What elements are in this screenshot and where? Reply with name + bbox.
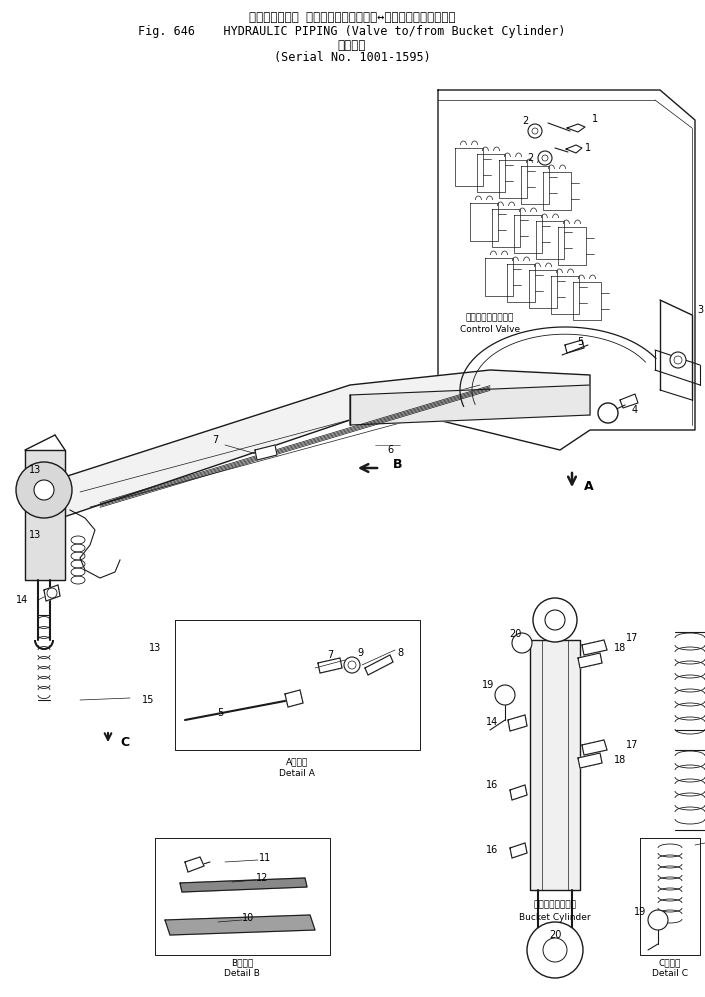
Circle shape bbox=[542, 155, 548, 161]
Circle shape bbox=[538, 151, 552, 165]
Text: Detail A: Detail A bbox=[279, 769, 315, 778]
Text: 18: 18 bbox=[614, 755, 626, 765]
Text: 8: 8 bbox=[397, 648, 403, 658]
Polygon shape bbox=[25, 450, 65, 580]
Text: B: B bbox=[393, 458, 403, 471]
Text: 13: 13 bbox=[29, 530, 41, 540]
Circle shape bbox=[543, 938, 567, 962]
Text: 15: 15 bbox=[142, 695, 154, 705]
Circle shape bbox=[34, 480, 54, 500]
Text: 適用号機: 適用号機 bbox=[338, 40, 367, 53]
Circle shape bbox=[495, 685, 515, 705]
Circle shape bbox=[528, 124, 542, 138]
Text: ハイドロリック パイピング　バルブ　↔　バケット　シリンダ: ハイドロリック パイピング バルブ ↔ バケット シリンダ bbox=[249, 12, 455, 25]
Text: 15: 15 bbox=[704, 885, 705, 895]
Polygon shape bbox=[180, 878, 307, 892]
Polygon shape bbox=[582, 640, 607, 655]
Circle shape bbox=[16, 462, 72, 518]
Text: バケットシリンダ: バケットシリンダ bbox=[534, 900, 577, 909]
Circle shape bbox=[533, 598, 577, 642]
Text: 11: 11 bbox=[259, 853, 271, 863]
Text: 14: 14 bbox=[486, 717, 498, 727]
Text: コントロールバルブ: コントロールバルブ bbox=[466, 313, 514, 322]
Text: B　詳細: B 詳細 bbox=[231, 958, 253, 967]
Text: 19: 19 bbox=[482, 680, 494, 690]
Text: 5: 5 bbox=[217, 708, 223, 718]
Text: 18: 18 bbox=[614, 643, 626, 653]
Text: Detail B: Detail B bbox=[224, 969, 260, 978]
Text: 17: 17 bbox=[626, 740, 638, 750]
Circle shape bbox=[674, 356, 682, 364]
Polygon shape bbox=[510, 785, 527, 800]
Polygon shape bbox=[44, 585, 60, 601]
Text: 19: 19 bbox=[634, 907, 646, 917]
Circle shape bbox=[512, 633, 532, 653]
Circle shape bbox=[348, 661, 356, 669]
Text: 7: 7 bbox=[327, 650, 333, 660]
Text: 16: 16 bbox=[486, 780, 498, 790]
Polygon shape bbox=[318, 658, 342, 673]
Text: 13: 13 bbox=[704, 835, 705, 845]
Circle shape bbox=[527, 922, 583, 978]
Text: 3: 3 bbox=[697, 305, 703, 315]
Text: C　詳細: C 詳細 bbox=[658, 958, 681, 967]
Circle shape bbox=[47, 588, 57, 598]
Text: 5: 5 bbox=[577, 337, 583, 347]
Polygon shape bbox=[565, 340, 584, 353]
Text: A: A bbox=[584, 481, 594, 494]
Circle shape bbox=[532, 128, 538, 134]
Polygon shape bbox=[530, 640, 580, 890]
Polygon shape bbox=[165, 915, 315, 935]
Text: 10: 10 bbox=[242, 913, 254, 923]
Text: 2: 2 bbox=[522, 116, 528, 126]
Text: 6: 6 bbox=[387, 445, 393, 455]
Polygon shape bbox=[285, 690, 303, 707]
Text: 13: 13 bbox=[29, 465, 41, 475]
Text: Detail C: Detail C bbox=[652, 969, 688, 978]
Text: 4: 4 bbox=[632, 405, 638, 415]
Text: 1: 1 bbox=[585, 143, 591, 153]
Polygon shape bbox=[365, 655, 393, 675]
Text: 12: 12 bbox=[256, 873, 268, 883]
Circle shape bbox=[648, 910, 668, 930]
Text: 2: 2 bbox=[527, 153, 533, 163]
Polygon shape bbox=[578, 653, 602, 668]
Polygon shape bbox=[578, 753, 602, 768]
Text: C: C bbox=[121, 736, 130, 749]
Text: 16: 16 bbox=[486, 845, 498, 855]
Polygon shape bbox=[510, 843, 527, 858]
Text: 20: 20 bbox=[548, 930, 561, 940]
Polygon shape bbox=[185, 857, 204, 872]
Text: 9: 9 bbox=[357, 648, 363, 658]
Circle shape bbox=[344, 657, 360, 673]
Circle shape bbox=[598, 403, 618, 423]
Text: Fig. 646    HYDRAULIC PIPING (Valve to/from Bucket Cylinder): Fig. 646 HYDRAULIC PIPING (Valve to/from… bbox=[138, 26, 565, 39]
Text: 1: 1 bbox=[592, 114, 598, 124]
Text: 17: 17 bbox=[626, 633, 638, 643]
Polygon shape bbox=[55, 370, 590, 520]
Text: 20: 20 bbox=[509, 629, 521, 639]
Text: 13: 13 bbox=[149, 643, 161, 653]
Text: Control Valve: Control Valve bbox=[460, 324, 520, 334]
Text: (Serial No. 1001-1595): (Serial No. 1001-1595) bbox=[274, 52, 430, 65]
Polygon shape bbox=[255, 445, 277, 460]
Polygon shape bbox=[582, 740, 607, 755]
Text: A　詳細: A 詳細 bbox=[286, 758, 308, 767]
Polygon shape bbox=[350, 385, 590, 425]
Polygon shape bbox=[508, 715, 527, 731]
Text: 7: 7 bbox=[212, 435, 218, 445]
Circle shape bbox=[545, 610, 565, 630]
Text: 14: 14 bbox=[16, 595, 28, 605]
Text: Bucket Cylinder: Bucket Cylinder bbox=[519, 912, 591, 921]
Circle shape bbox=[670, 352, 686, 368]
